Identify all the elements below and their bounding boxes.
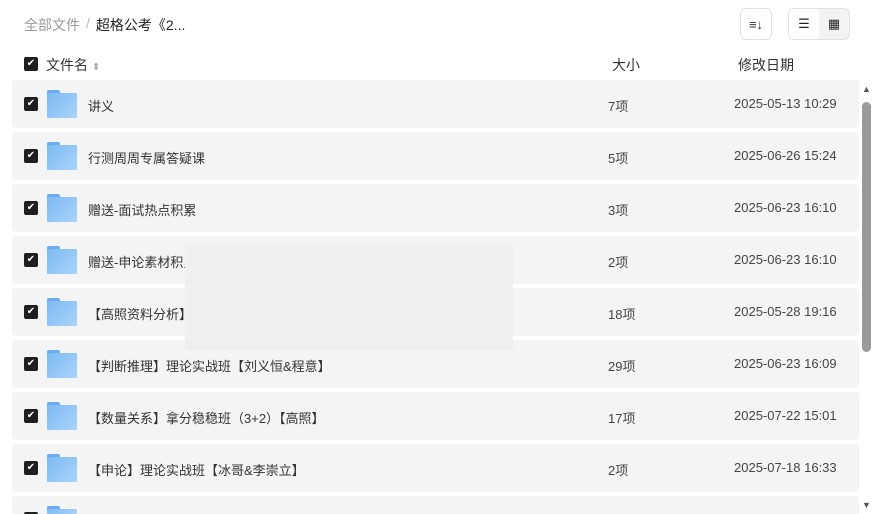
view-toggle: ☰ ▦ [788, 8, 850, 40]
column-size-header: 大小 [612, 57, 640, 73]
file-size: 5项 [608, 151, 629, 166]
list-view-button[interactable]: ☰ [789, 9, 819, 39]
file-name[interactable]: 【判断推理】理论实战班【刘义恒&程意】 [88, 359, 331, 374]
file-row[interactable]: ✔ 赠送-面试热点积累 3项 2025-06-23 16:10 [12, 184, 859, 232]
scrollbar-thumb[interactable] [862, 102, 871, 352]
list-icon: ☰ [798, 16, 810, 31]
file-row[interactable]: ✔ 【申论】理论实战班【冰哥&李崇立】 2项 2025-07-18 16:33 [12, 444, 859, 492]
file-row[interactable]: ✔ 【数量关系】拿分稳稳班（3+2）【高照】 17项 2025-07-22 15… [12, 392, 859, 440]
row-checkbox[interactable]: ✔ [24, 201, 38, 215]
file-date: 2025-06-26 15:24 [734, 148, 837, 163]
folder-icon [47, 350, 77, 378]
sort-icon: ≡↓ [748, 16, 764, 32]
scroll-down-icon[interactable]: ▼ [862, 500, 871, 510]
column-name-header[interactable]: 文件名 ⬍ [46, 55, 100, 75]
row-checkbox[interactable]: ✔ [24, 461, 38, 475]
file-name[interactable]: 赠送-申论素材积累 [88, 255, 197, 270]
folder-icon [47, 298, 77, 326]
file-date: 2025-07-22 15:01 [734, 408, 837, 423]
file-date: 2025-07-18 16:33 [734, 460, 837, 475]
file-size: 3项 [608, 203, 629, 218]
file-size: 29项 [608, 359, 636, 374]
folder-icon [47, 142, 77, 170]
file-name[interactable]: 【申论】理论实战班【冰哥&李崇立】 [88, 463, 305, 478]
file-date: 2025-06-23 16:10 [734, 200, 837, 215]
file-size: 2项 [608, 463, 629, 478]
file-date: 2025-06-23 16:10 [734, 252, 837, 267]
file-date: 2025-06-23 16:09 [734, 356, 837, 371]
sort-button[interactable]: ≡↓ [740, 8, 772, 40]
file-size: 18项 [608, 307, 636, 322]
breadcrumb: 全部文件 / 超格公考《2... [24, 15, 185, 35]
folder-icon [47, 246, 77, 274]
file-row[interactable]: ✔ [12, 496, 859, 514]
file-row[interactable]: ✔ 行测周周专属答疑课 5项 2025-06-26 15:24 [12, 132, 859, 180]
breadcrumb-separator: / [86, 15, 90, 31]
file-name[interactable]: 【高照资料分析】 [88, 307, 193, 322]
column-date-header: 修改日期 [738, 57, 794, 73]
file-size: 7项 [608, 99, 629, 114]
row-checkbox[interactable]: ✔ [24, 409, 38, 423]
file-size: 17项 [608, 411, 636, 426]
grid-icon: ▦ [827, 16, 841, 31]
file-size: 2项 [608, 255, 629, 270]
file-row[interactable]: ✔ 讲义 7项 2025-05-13 10:29 [12, 80, 859, 128]
breadcrumb-root[interactable]: 全部文件 [24, 17, 80, 33]
file-name[interactable]: 讲义 [88, 99, 115, 114]
file-date: 2025-05-28 19:16 [734, 304, 837, 319]
scrollbar[interactable]: ▲ ▼ [861, 84, 873, 510]
file-date: 2025-05-13 10:29 [734, 96, 837, 111]
folder-icon [47, 454, 77, 482]
folder-icon [47, 506, 77, 514]
folder-icon [47, 90, 77, 118]
column-name-label: 文件名 [46, 57, 88, 73]
row-checkbox[interactable]: ✔ [24, 357, 38, 371]
row-checkbox[interactable]: ✔ [24, 512, 38, 514]
folder-icon [47, 194, 77, 222]
row-checkbox[interactable]: ✔ [24, 97, 38, 111]
breadcrumb-current: 超格公考《2... [95, 17, 186, 33]
row-checkbox[interactable]: ✔ [24, 253, 38, 267]
row-checkbox[interactable]: ✔ [24, 305, 38, 319]
file-name[interactable]: 行测周周专属答疑课 [88, 151, 206, 166]
row-checkbox[interactable]: ✔ [24, 149, 38, 163]
scroll-up-icon[interactable]: ▲ [862, 84, 871, 94]
file-name[interactable]: 【数量关系】拿分稳稳班（3+2）【高照】 [88, 411, 325, 426]
grid-view-button[interactable]: ▦ [819, 9, 849, 39]
occluding-overlay [185, 245, 513, 350]
file-name[interactable]: 赠送-面试热点积累 [88, 203, 197, 218]
select-all-checkbox[interactable]: ✔ [24, 57, 38, 71]
sort-icon: ⬍ [91, 62, 101, 73]
folder-icon [47, 402, 77, 430]
